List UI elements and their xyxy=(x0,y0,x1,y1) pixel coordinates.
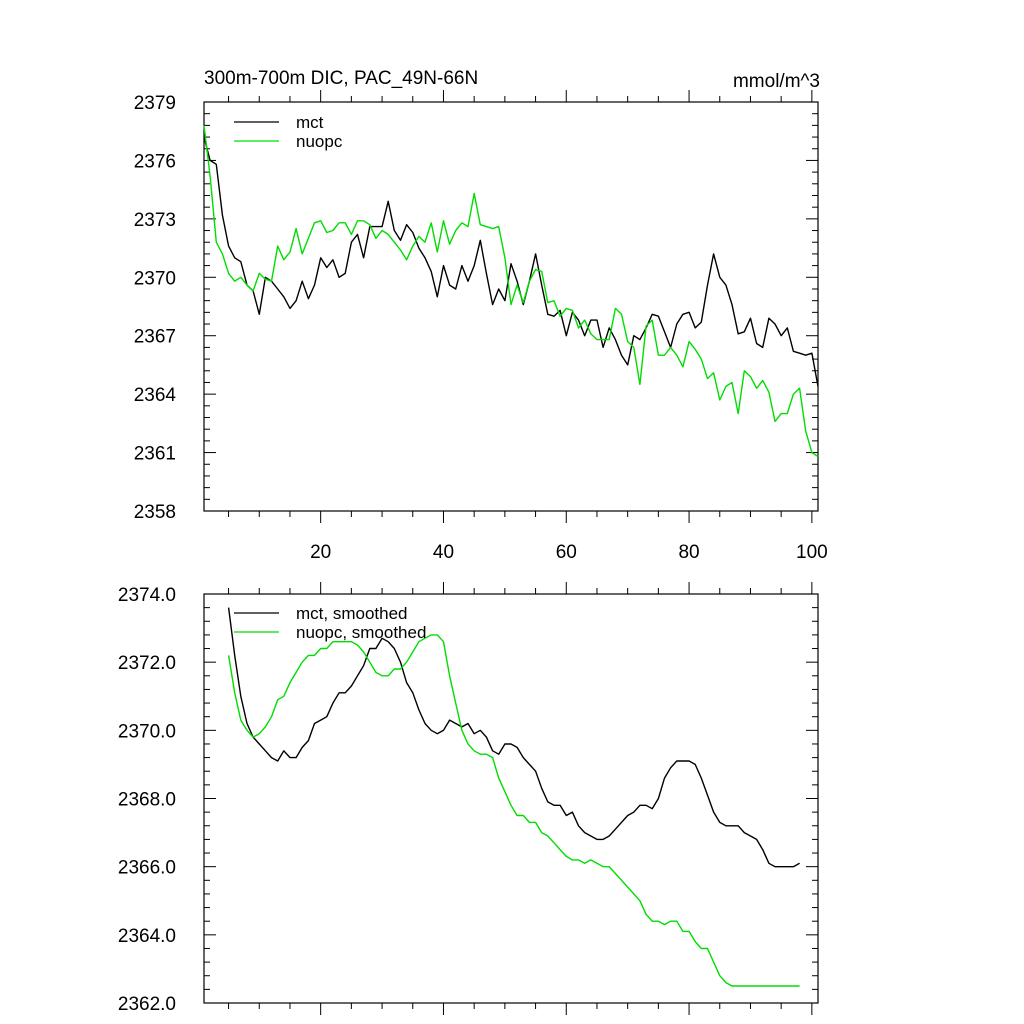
bottom-series-lines xyxy=(227,607,800,987)
bottom-panel: 2362.0 2364.0 2366.0 2368.0 2370.0 2372.0 2374… xyxy=(118,582,819,1015)
bottom-legend: mct, smoothed nuopc, smoothed xyxy=(234,604,426,642)
top-panel: 300m-700m DIC, PAC_49N-66N mmol/m^3 2358… xyxy=(134,68,828,563)
bottom-y-tick-label: 2372.0 xyxy=(118,653,176,674)
bottom-y-tick-labels: 2362.0 2364.0 2366.0 2368.0 2370.0 2372.0 2374… xyxy=(118,585,176,1015)
top-chart-units: mmol/m^3 xyxy=(733,71,820,92)
bottom-y-tick-label: 2362.0 xyxy=(118,994,176,1015)
top-x-tick-label: 20 xyxy=(310,542,331,563)
top-y-tick-label: 2367 xyxy=(134,327,176,348)
top-y-tick-label: 2364 xyxy=(134,385,177,406)
bottom-axis-ticks xyxy=(204,582,818,1015)
legend-label-nuopc: nuopc xyxy=(296,132,343,151)
top-axis-ticks xyxy=(204,90,818,523)
bottom-plot-frame xyxy=(203,593,819,1004)
top-y-tick-label: 2361 xyxy=(134,444,176,465)
top-series-line-nuopc xyxy=(203,125,819,458)
top-legend: mct nuopc xyxy=(234,113,343,151)
top-series-lines xyxy=(203,125,819,458)
bottom-series-line-mct-smoothed xyxy=(227,607,800,868)
top-plot-frame xyxy=(203,101,819,512)
top-x-tick-label: 40 xyxy=(433,542,454,563)
top-series-line-mct xyxy=(203,136,819,387)
top-y-tick-label: 2358 xyxy=(134,502,176,523)
top-y-tick-label: 2379 xyxy=(134,93,176,114)
top-x-tick-label: 100 xyxy=(796,542,828,563)
top-x-tick-label: 80 xyxy=(678,542,699,563)
top-y-tick-label: 2373 xyxy=(134,210,176,231)
bottom-y-tick-label: 2368.0 xyxy=(118,790,176,811)
bottom-y-tick-label: 2366.0 xyxy=(118,858,176,879)
top-y-tick-label: 2376 xyxy=(134,151,176,172)
top-y-tick-label: 2370 xyxy=(134,268,176,289)
top-y-tick-labels: 2358 2361 2364 2367 2370 2373 2376 2379 xyxy=(134,93,177,523)
top-x-tick-label: 60 xyxy=(556,542,577,563)
bottom-y-tick-label: 2364.0 xyxy=(118,926,176,947)
top-x-tick-labels: 20 40 60 80 100 xyxy=(310,542,828,563)
legend-label-mct: mct xyxy=(296,113,324,132)
bottom-series-line-nuopc-smoothed xyxy=(227,634,800,987)
legend-label-mct-smoothed: mct, smoothed xyxy=(296,604,408,623)
top-chart-title: 300m-700m DIC, PAC_49N-66N xyxy=(204,68,478,89)
legend-label-nuopc-smoothed: nuopc, smoothed xyxy=(296,623,426,642)
bottom-y-tick-label: 2374.0 xyxy=(118,585,176,606)
bottom-y-tick-label: 2370.0 xyxy=(118,721,176,742)
